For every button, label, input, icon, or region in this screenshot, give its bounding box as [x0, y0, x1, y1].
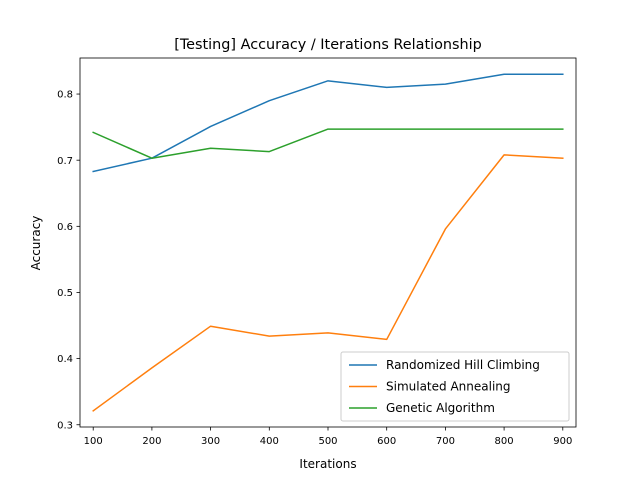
x-tick-label: 900 — [553, 436, 572, 447]
y-axis-label: Accuracy — [29, 216, 43, 271]
y-tick-label: 0.4 — [57, 354, 73, 365]
y-tick-label: 0.6 — [57, 222, 73, 233]
y-tick-label: 0.3 — [57, 420, 73, 431]
series-line-1 — [92, 154, 564, 412]
legend-box — [340, 351, 570, 422]
y-tick-label: 0.5 — [57, 288, 73, 299]
y-tick-label: 0.8 — [57, 90, 73, 101]
x-tick-label: 300 — [201, 436, 220, 447]
x-axis-label: Iterations — [299, 457, 356, 471]
x-tick-label: 200 — [142, 436, 161, 447]
legend-label-2: Genetic Algorithm — [386, 401, 495, 415]
plot-area: 100 200 300 400 500 600 700 800 900 0.3 0.4 0.5 0.6 0… — [57, 57, 577, 447]
x-tick-label: 100 — [84, 436, 103, 447]
x-tick-label: 600 — [377, 436, 396, 447]
x-tick-label: 500 — [318, 436, 337, 447]
x-tick-label: 700 — [436, 436, 455, 447]
chart-title: [Testing] Accuracy / Iterations Relation… — [174, 37, 482, 53]
y-tick-label: 0.7 — [57, 156, 73, 167]
legend: Randomized Hill Climbing Simulated Anneal… — [340, 351, 570, 422]
x-tick-label: 400 — [260, 436, 279, 447]
series-line-0 — [92, 73, 564, 173]
legend-label-1: Simulated Annealing — [386, 380, 511, 394]
legend-label-0: Randomized Hill Climbing — [386, 358, 540, 372]
series-line-2 — [92, 128, 564, 159]
x-tick-label: 800 — [495, 436, 514, 447]
